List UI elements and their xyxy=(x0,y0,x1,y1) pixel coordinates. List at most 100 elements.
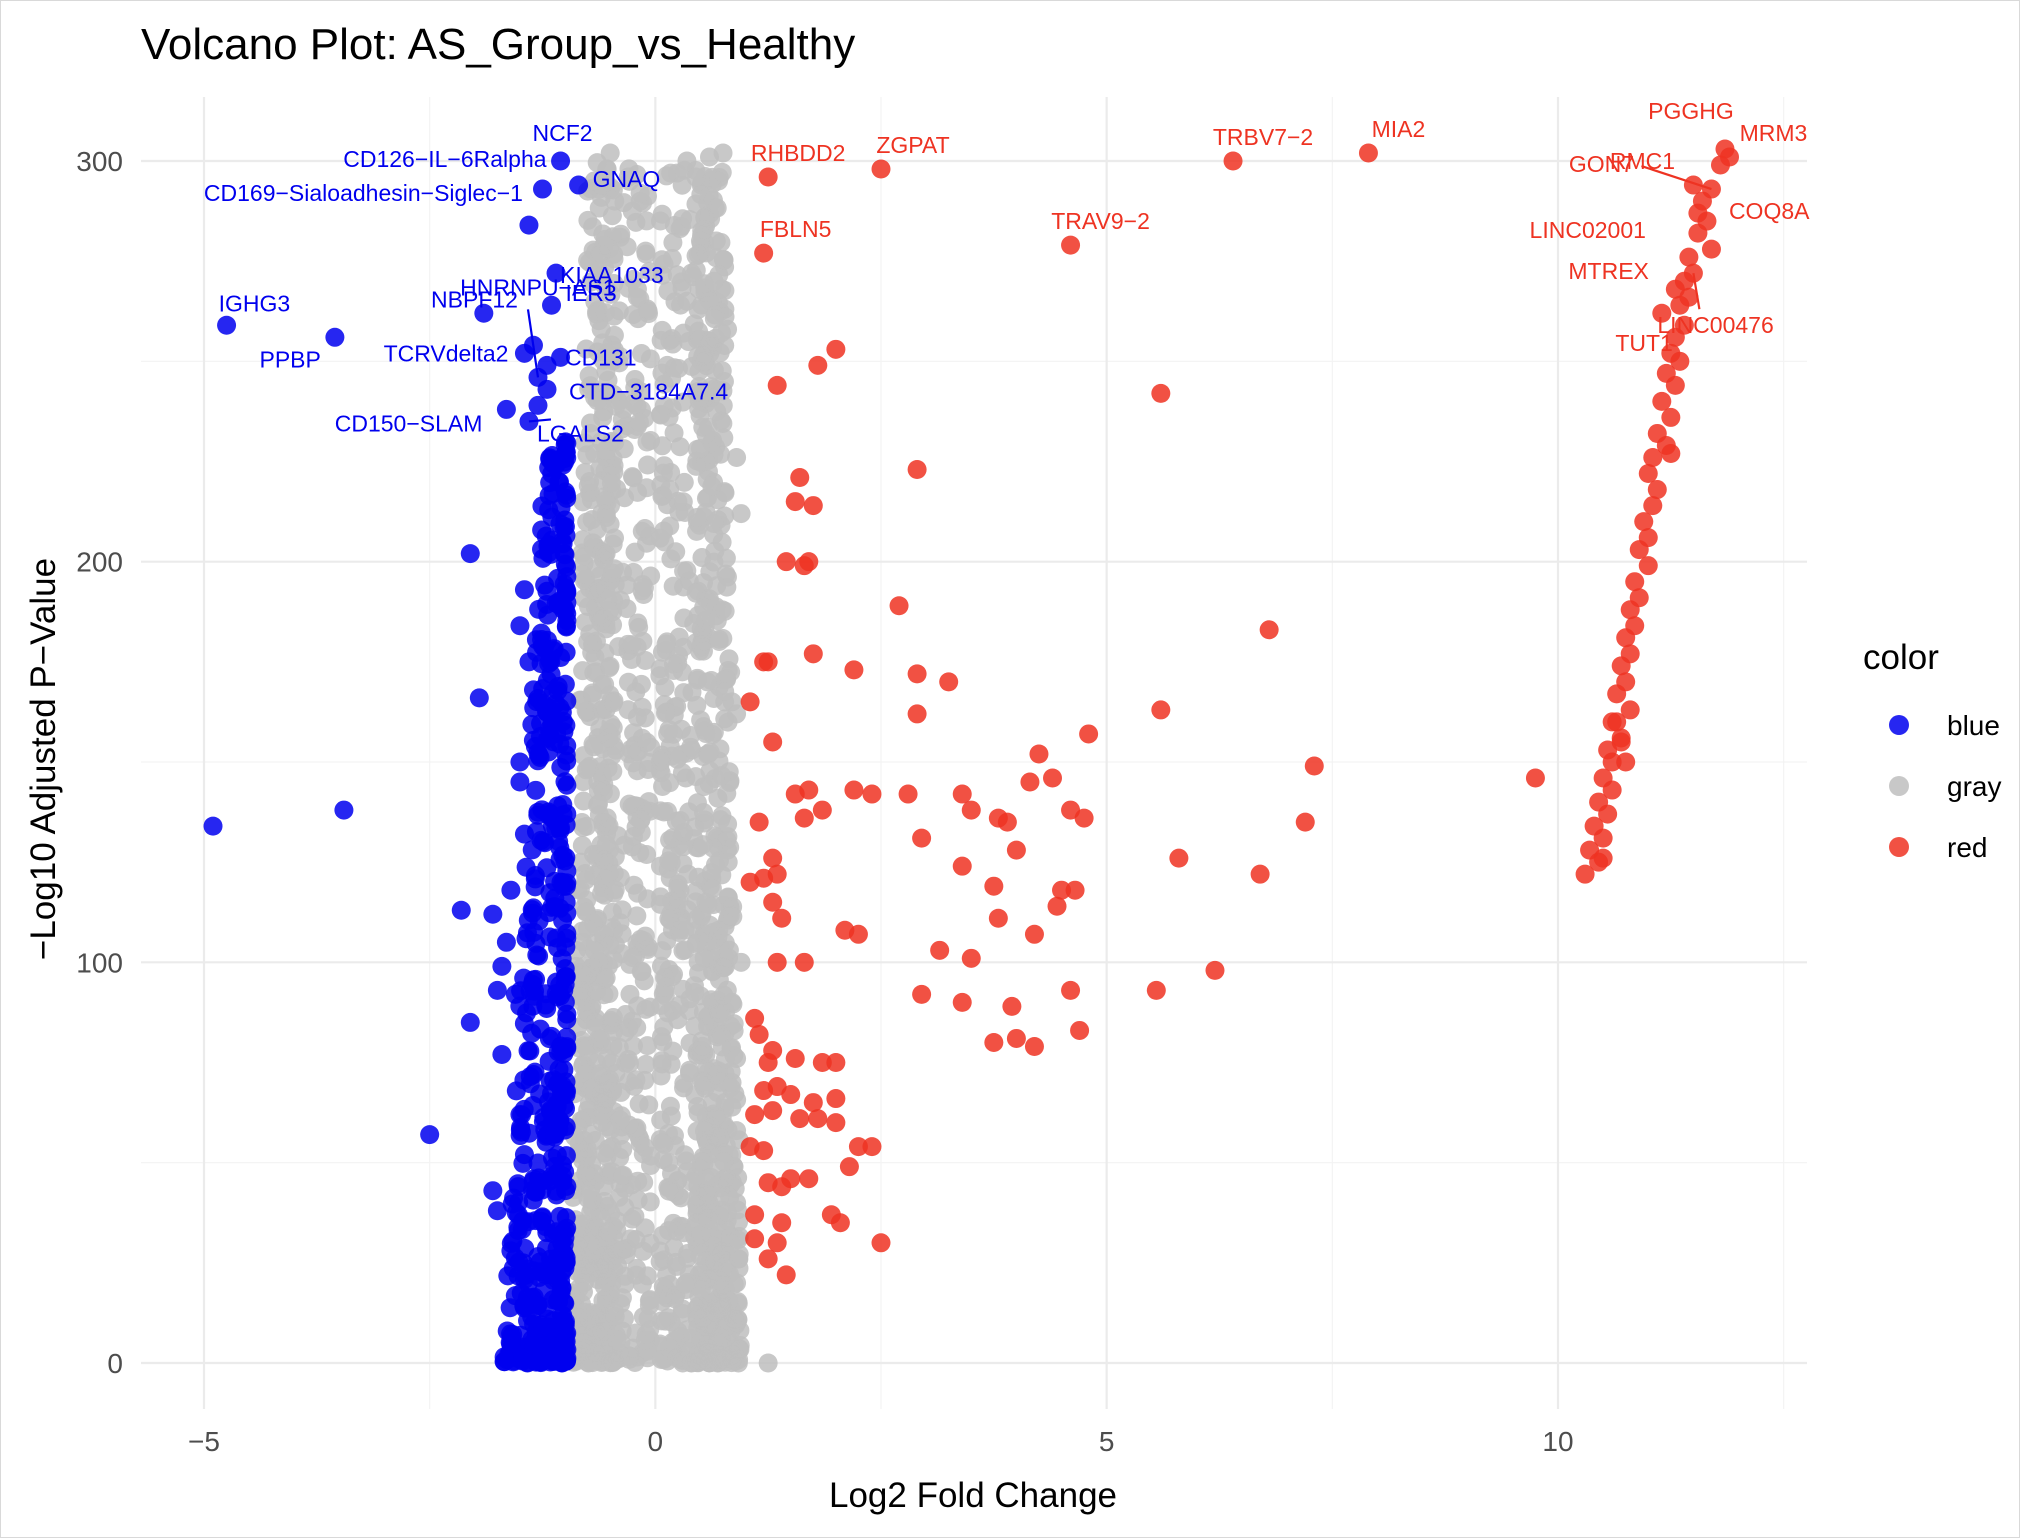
gray-point xyxy=(758,1353,778,1373)
blue-point xyxy=(555,510,575,530)
gray-point xyxy=(696,424,716,444)
x-axis-ticks: −5 0 5 10 xyxy=(188,1426,1574,1457)
gray-point xyxy=(635,650,655,670)
blue-point xyxy=(519,215,539,235)
red-point xyxy=(1665,327,1685,347)
gray-point xyxy=(587,153,607,173)
label-connector xyxy=(1692,273,1701,310)
blue-point xyxy=(496,399,516,419)
gray-point xyxy=(714,250,734,270)
gray-point xyxy=(614,1309,634,1329)
gray-point xyxy=(619,1346,639,1366)
gray-point xyxy=(680,1060,700,1080)
red-point xyxy=(1020,772,1040,792)
gray-point xyxy=(596,579,616,599)
red-point xyxy=(799,552,819,572)
gray-point xyxy=(695,351,715,371)
gray-point xyxy=(689,391,709,411)
gray-point xyxy=(723,907,743,927)
gray-point xyxy=(638,455,658,475)
blue-point xyxy=(529,1267,549,1287)
blue-point xyxy=(552,702,572,722)
red-point xyxy=(763,1101,783,1121)
gray-point xyxy=(578,1166,598,1186)
gene-label: HNRNPU−AS1 xyxy=(460,274,615,300)
gray-point xyxy=(619,1054,639,1074)
red-point xyxy=(763,892,783,912)
gray-point xyxy=(722,1301,742,1321)
red-point xyxy=(848,1137,868,1157)
gene-label: CD126−IL−6Ralpha xyxy=(343,146,547,172)
blue-point xyxy=(510,752,530,772)
red-point xyxy=(776,1265,796,1285)
gray-point xyxy=(698,1185,718,1205)
red-point xyxy=(1074,808,1094,828)
red-point xyxy=(844,660,864,680)
blue-point xyxy=(550,1206,570,1226)
gray-point xyxy=(604,340,624,360)
red-point xyxy=(826,1053,846,1072)
blue-point xyxy=(334,800,354,820)
red-point xyxy=(1259,620,1279,640)
gray-point xyxy=(699,331,719,351)
gray-point xyxy=(714,670,734,690)
blue-point xyxy=(557,1010,577,1030)
gray-point xyxy=(727,1048,747,1068)
red-point xyxy=(826,339,846,359)
red-point xyxy=(1701,239,1721,259)
blue-point xyxy=(529,1352,549,1372)
gray-point xyxy=(603,615,623,635)
gray-point xyxy=(705,1252,725,1272)
blue-point xyxy=(492,956,512,976)
blue-point xyxy=(555,545,575,565)
red-point xyxy=(745,1008,765,1028)
gray-point xyxy=(585,1131,605,1151)
blue-point xyxy=(520,981,540,1001)
gray-point xyxy=(713,143,733,163)
red-point xyxy=(1629,540,1649,560)
blue-point xyxy=(546,983,566,1003)
blue-point xyxy=(552,1278,572,1298)
gray-point xyxy=(672,175,692,195)
gray-point xyxy=(704,514,724,534)
red-point xyxy=(745,1205,765,1225)
gray-point xyxy=(623,948,643,968)
gene-label: PGGHG xyxy=(1648,98,1734,124)
gray-point xyxy=(676,1151,696,1171)
gray-point xyxy=(594,1258,614,1278)
gray-point xyxy=(595,812,615,832)
blue-point xyxy=(540,449,560,469)
legend-swatch xyxy=(1889,776,1909,796)
label-connector xyxy=(528,418,552,423)
gray-points xyxy=(560,143,778,1373)
gray-point xyxy=(637,1036,657,1056)
gray-point xyxy=(584,737,604,757)
red-point xyxy=(767,375,787,395)
red-point xyxy=(1061,235,1081,255)
red-point xyxy=(1006,1028,1026,1048)
gray-point xyxy=(719,940,739,960)
blue-point xyxy=(536,1238,556,1258)
gray-point xyxy=(621,739,641,759)
red-point xyxy=(1151,700,1171,720)
gray-point xyxy=(605,191,625,211)
gray-point xyxy=(685,1016,705,1036)
gray-point xyxy=(659,909,679,929)
gray-point xyxy=(709,171,729,191)
gray-point xyxy=(584,663,604,683)
gray-point xyxy=(625,542,645,562)
gray-point xyxy=(690,406,710,426)
red-point xyxy=(1670,351,1690,371)
gray-point xyxy=(673,323,693,343)
gray-point xyxy=(600,143,620,163)
gray-point xyxy=(601,284,621,304)
gray-point xyxy=(712,766,732,786)
gray-point xyxy=(652,204,672,224)
blue-point xyxy=(483,904,503,924)
red-point xyxy=(961,800,981,820)
gray-point xyxy=(731,504,751,524)
gray-point xyxy=(694,803,714,823)
gray-point xyxy=(587,391,607,411)
gray-point xyxy=(714,1152,734,1172)
gray-point xyxy=(685,982,705,1002)
